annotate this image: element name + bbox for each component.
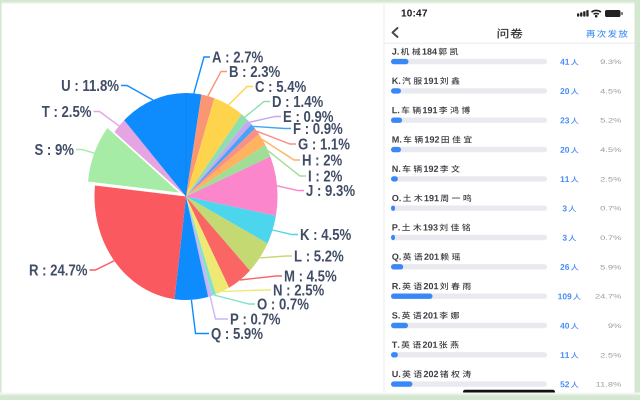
svg-text:B : 2.3%: B : 2.3% — [229, 64, 280, 81]
svg-text:U : 11.8%: U : 11.8% — [61, 78, 119, 95]
svg-text:L : 5.2%: L : 5.2% — [294, 249, 344, 266]
svg-text:5.9%: 5.9% — [600, 264, 621, 271]
svg-text:J : 9.3%: J : 9.3% — [306, 183, 355, 200]
svg-text:T : 2.5%: T : 2.5% — [42, 104, 92, 121]
svg-text:0.7%: 0.7% — [600, 234, 621, 241]
svg-text:4.5%: 4.5% — [600, 88, 621, 95]
svg-text:P : 0.7%: P : 0.7% — [230, 312, 281, 329]
svg-text:5.2%: 5.2% — [600, 117, 621, 124]
svg-text:R : 24.7%: R : 24.7% — [29, 263, 88, 280]
svg-text:N : 2.5%: N : 2.5% — [273, 283, 324, 300]
svg-text:4.5%: 4.5% — [600, 146, 621, 153]
svg-text:H : 2%: H : 2% — [302, 153, 342, 170]
svg-text:9.3%: 9.3% — [600, 58, 621, 65]
svg-text:C : 5.4%: C : 5.4% — [255, 79, 306, 96]
svg-text:E : 0.9%: E : 0.9% — [283, 109, 334, 126]
svg-text:G : 1.1%: G : 1.1% — [298, 137, 350, 154]
svg-text:9%: 9% — [608, 322, 622, 329]
svg-text:0.7%: 0.7% — [600, 205, 621, 212]
svg-text:Q : 5.9%: Q : 5.9% — [211, 326, 263, 343]
svg-text:D : 1.4%: D : 1.4% — [272, 94, 323, 111]
svg-text:K : 4.5%: K : 4.5% — [300, 227, 351, 244]
svg-text:A : 2.7%: A : 2.7% — [212, 50, 263, 67]
svg-text:24.7%: 24.7% — [595, 293, 622, 300]
svg-text:2.5%: 2.5% — [600, 352, 621, 359]
svg-text:I : 2%: I : 2% — [308, 169, 343, 186]
svg-text:O : 0.7%: O : 0.7% — [257, 297, 309, 314]
svg-text:F : 0.9%: F : 0.9% — [293, 121, 343, 138]
svg-text:M : 4.5%: M : 4.5% — [284, 269, 337, 286]
svg-text:S : 9%: S : 9% — [34, 142, 74, 159]
svg-text:2.5%: 2.5% — [600, 176, 621, 183]
svg-text:11.8%: 11.8% — [596, 381, 622, 388]
svg-text:10:47: 10:47 — [401, 9, 428, 20]
